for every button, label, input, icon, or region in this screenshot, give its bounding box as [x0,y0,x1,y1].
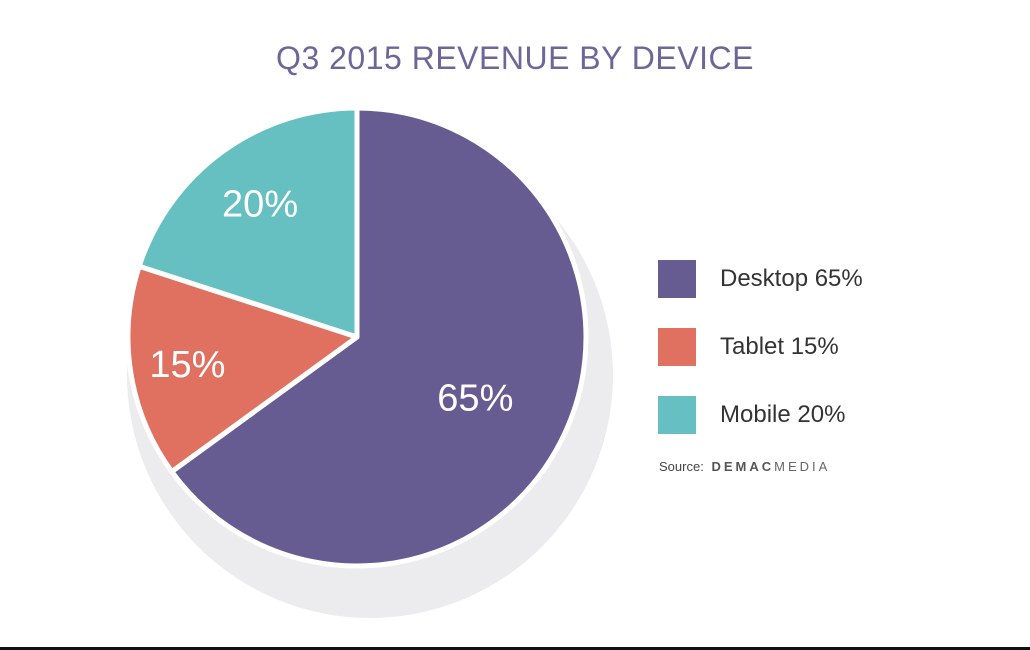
source-brand-bold: DEMAC [711,459,775,474]
legend-label-tablet: Tablet 15% [720,333,839,360]
legend-item-mobile: Mobile 20% [658,396,845,434]
pie-label-tablet: 15% [149,344,225,386]
pie-slice-tablet [125,263,360,475]
legend-item-desktop: Desktop 65% [658,260,863,298]
pie-slice-mobile [136,105,360,340]
source-prefix: Source: [659,459,704,474]
bottom-border [0,647,1030,650]
pie-label-mobile: 20% [222,184,298,226]
pie-label-desktop: 65% [437,377,513,419]
legend-swatch-mobile [658,396,696,434]
source-brand-light: MEDIA [774,459,831,474]
legend-item-tablet: Tablet 15% [658,328,839,366]
legend-swatch-tablet [658,328,696,366]
legend-swatch-desktop [658,260,696,298]
legend-label-desktop: Desktop 65% [720,265,863,292]
legend-label-mobile: Mobile 20% [720,401,846,428]
source-note: Source: DEMACMEDIA [659,459,830,474]
chart-title: Q3 2015 REVENUE BY DEVICE [276,40,754,76]
pie-slice-desktop [169,105,589,569]
